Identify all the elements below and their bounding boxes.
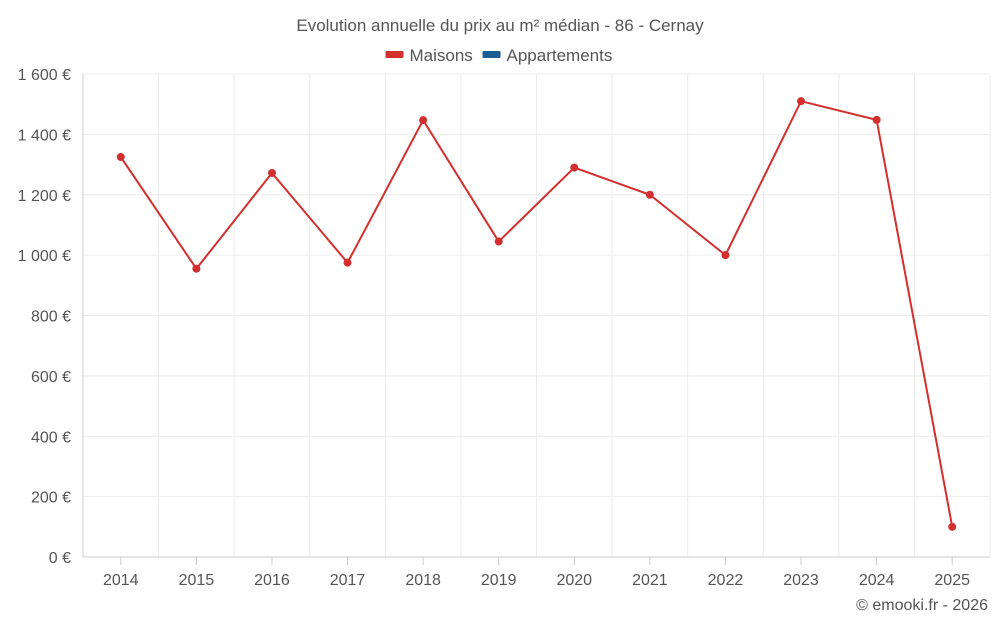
data-point xyxy=(343,258,352,267)
y-tick-label: 1 600 € xyxy=(18,67,71,84)
data-point xyxy=(570,163,579,172)
legend-label: Maisons xyxy=(410,46,473,65)
legend-swatch xyxy=(385,51,404,58)
legend-item-appartements: Appartements xyxy=(482,46,613,65)
chart-title: Evolution annuelle du prix au m² médian … xyxy=(296,16,704,35)
gridlines xyxy=(82,73,991,557)
x-tick-label: 2019 xyxy=(481,572,517,589)
data-point xyxy=(948,522,957,531)
data-point xyxy=(494,237,503,246)
legend-label: Appartements xyxy=(507,46,613,65)
footer-credit: © emooki.fr - 2026 xyxy=(856,597,988,614)
x-tick-label: 2016 xyxy=(254,572,290,589)
y-axis-ticks: 0 € 200 € 400 € 600 € 800 € 1 000 € 1 200 € 1 4… xyxy=(18,67,71,567)
x-tick-label: 2024 xyxy=(859,572,895,589)
x-tick-label: 2021 xyxy=(632,572,668,589)
y-tick-label: 1 000 € xyxy=(18,248,71,265)
y-tick-label: 600 € xyxy=(31,369,71,386)
x-tick-label: 2015 xyxy=(179,572,215,589)
data-point xyxy=(872,115,881,124)
y-tick-label: 800 € xyxy=(31,309,71,326)
data-point xyxy=(116,153,125,162)
axes xyxy=(82,74,990,565)
y-tick-label: 1 400 € xyxy=(18,127,71,144)
y-tick-label: 0 € xyxy=(49,550,71,567)
x-tick-label: 2014 xyxy=(103,572,139,589)
legend-swatch xyxy=(482,51,501,58)
x-tick-label: 2023 xyxy=(783,572,819,589)
data-point xyxy=(645,190,654,199)
series-line-maisons xyxy=(119,100,954,527)
y-tick-label: 400 € xyxy=(31,429,71,446)
data-point xyxy=(721,251,730,260)
data-point xyxy=(192,264,201,273)
legend-item-maisons: Maisons xyxy=(385,46,473,65)
y-tick-label: 1 200 € xyxy=(18,188,71,205)
x-tick-label: 2025 xyxy=(934,572,970,589)
x-tick-label: 2020 xyxy=(556,572,592,589)
data-point xyxy=(267,169,276,178)
y-tick-label: 200 € xyxy=(31,490,71,507)
x-tick-label: 2017 xyxy=(330,572,366,589)
x-tick-label: 2022 xyxy=(708,572,744,589)
x-tick-label: 2018 xyxy=(405,572,441,589)
series xyxy=(116,97,957,531)
data-point xyxy=(797,97,806,106)
x-axis-ticks: 2014 2015 2016 2017 2018 2019 2020 2021 2022 2023… xyxy=(103,572,970,589)
legend: Maisons Appartements xyxy=(385,46,613,65)
data-point xyxy=(419,116,428,125)
